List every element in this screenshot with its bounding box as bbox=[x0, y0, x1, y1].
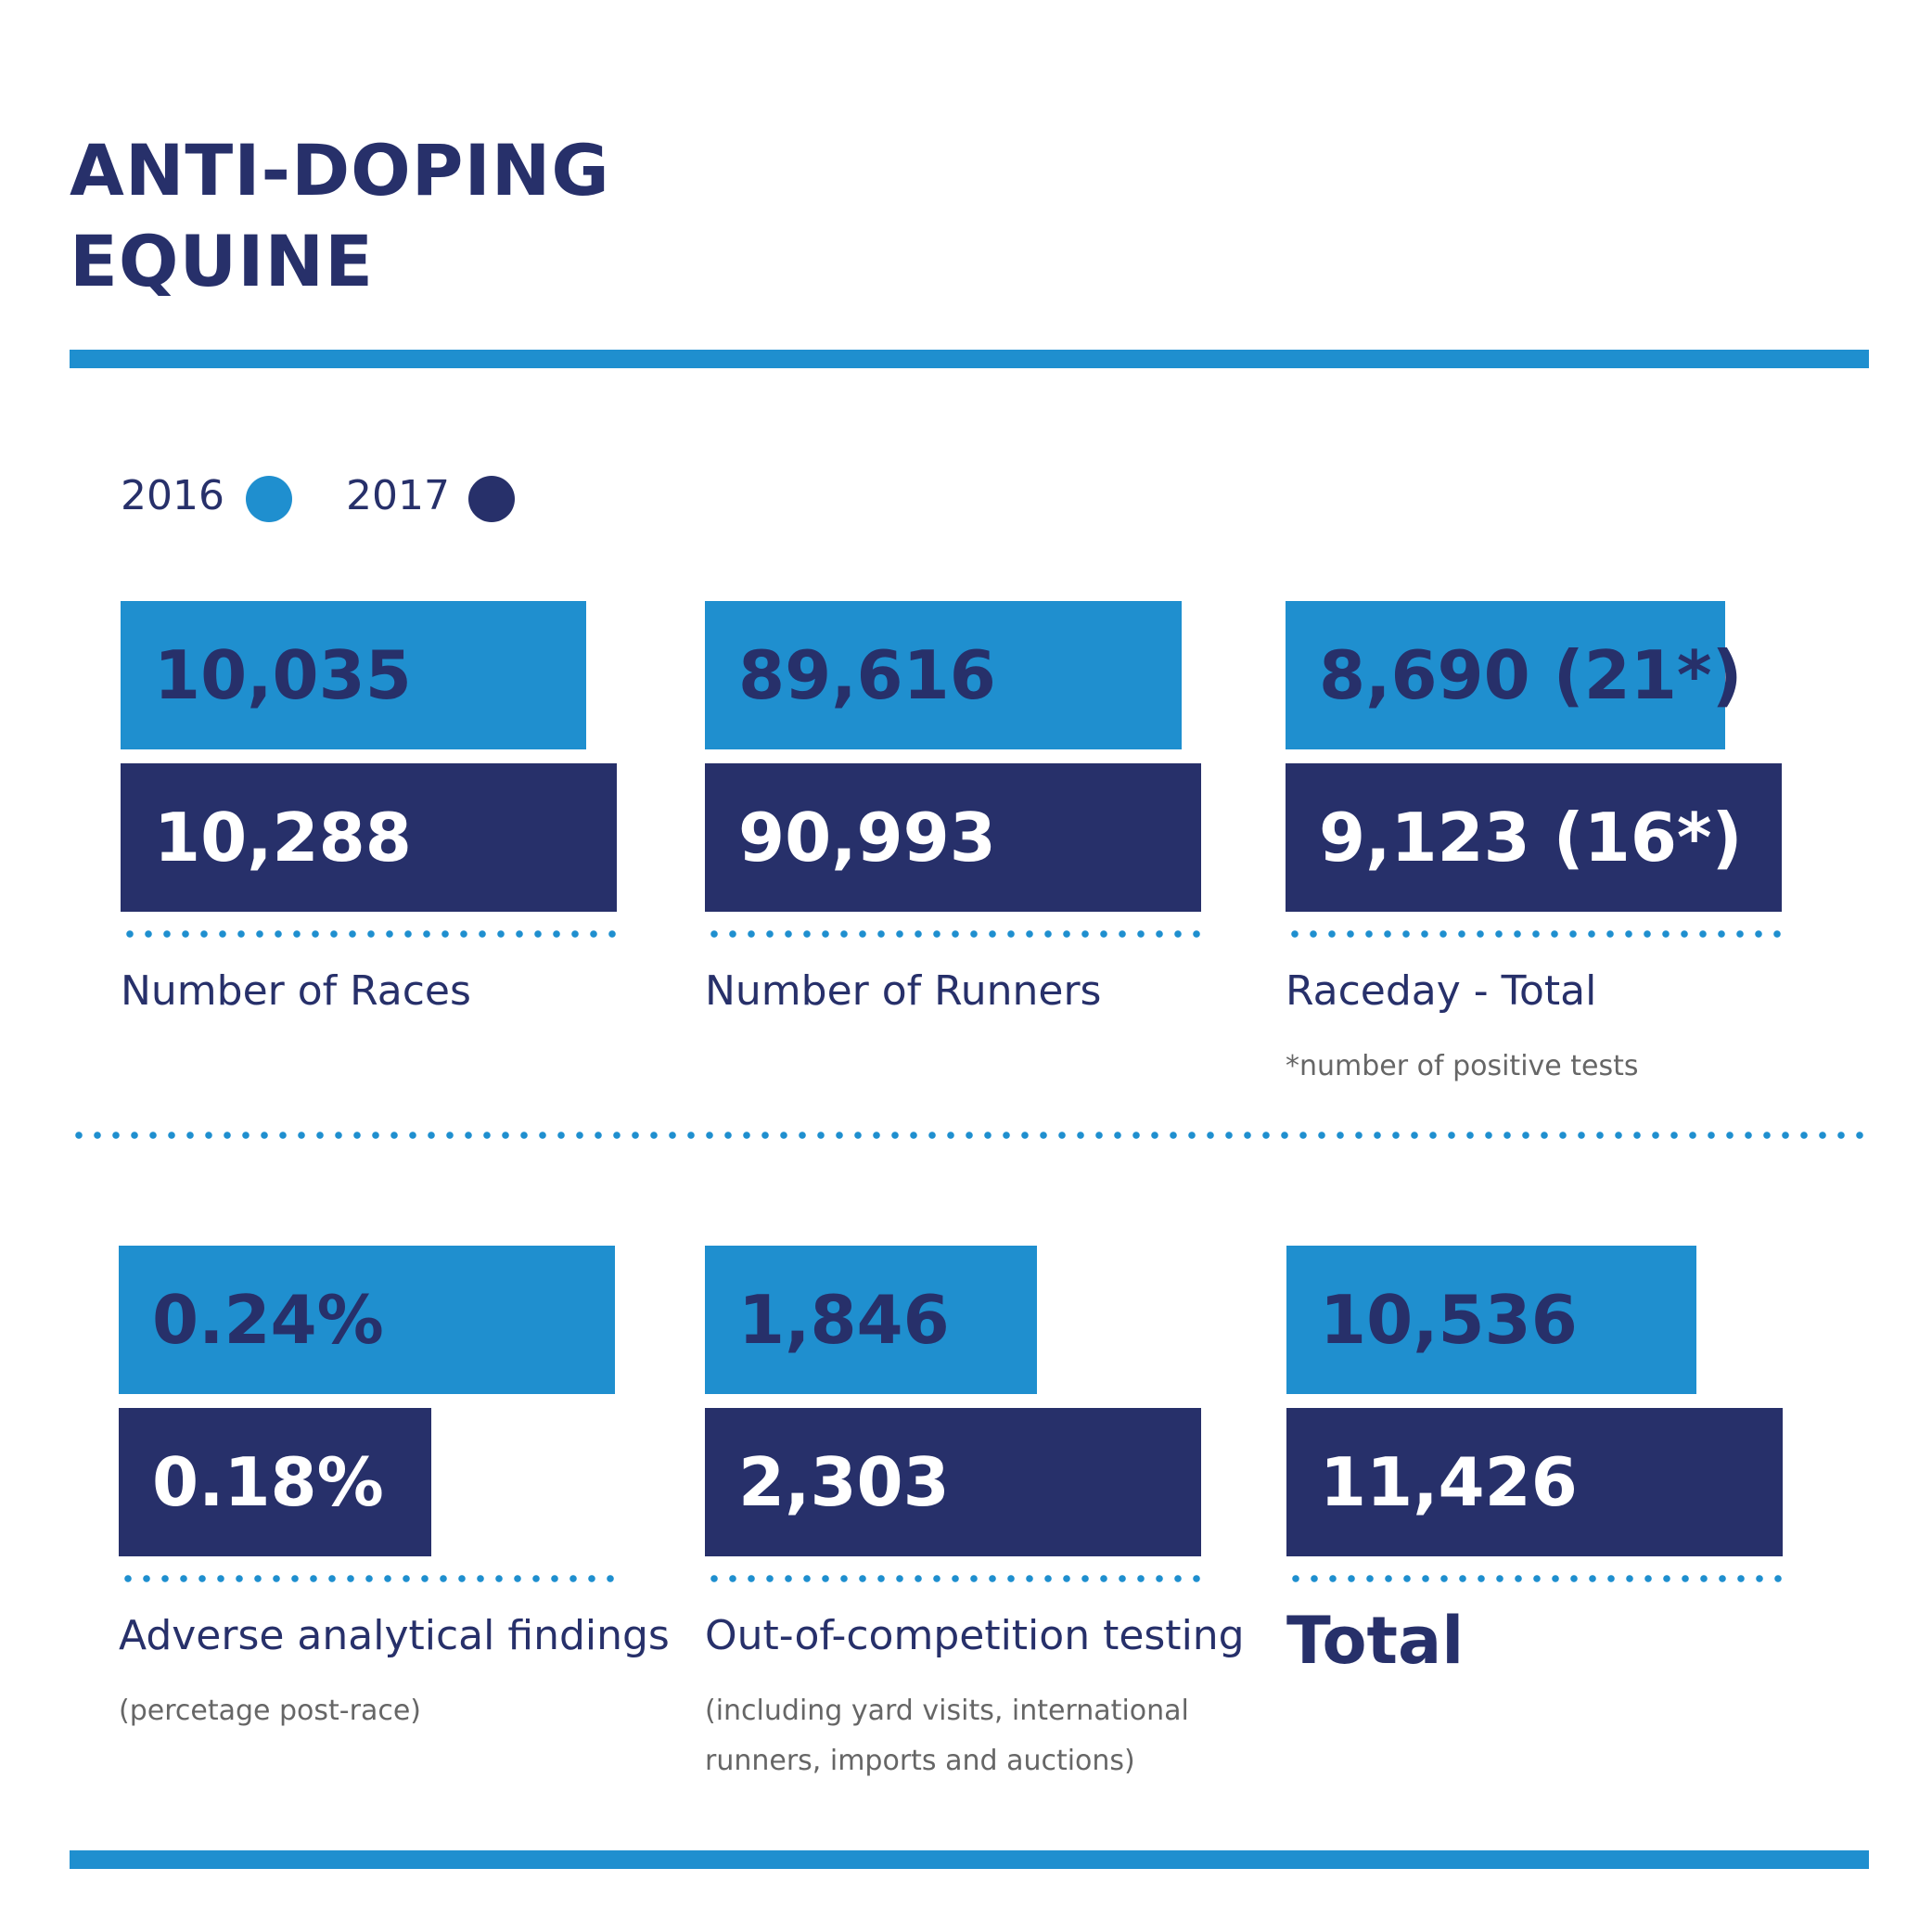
category-note: *number of positive tests bbox=[1286, 1050, 1639, 1082]
dotted-separator bbox=[121, 930, 617, 938]
dotted-separator bbox=[119, 1575, 620, 1582]
bottom-rule bbox=[70, 1850, 1869, 1869]
dotted-separator bbox=[1286, 1575, 1783, 1582]
top-rule bbox=[70, 350, 1869, 368]
title-line-2: EQUINE bbox=[70, 220, 375, 302]
bar-value-label: 2,303 bbox=[738, 1443, 950, 1521]
bar-2016: 89,616 bbox=[705, 601, 1182, 749]
category-label: Number of Runners bbox=[705, 967, 1102, 1015]
category-label: Total bbox=[1286, 1603, 1465, 1679]
category-label: Number of Races bbox=[121, 967, 471, 1015]
legend-dot-2016 bbox=[246, 476, 292, 522]
dotted-separator bbox=[705, 930, 1201, 938]
panel-4: 0.24% 0.18% Adverse analytical findings (pe… bbox=[119, 1246, 670, 1728]
panel-6: 10,536 11,426 Total bbox=[1286, 1246, 1806, 1728]
bar-2017: 90,993 bbox=[705, 763, 1201, 912]
panel-5: 1,846 2,303 Out-of-competition testing (inc… bbox=[705, 1246, 1245, 1777]
bar-value-label: 10,536 bbox=[1320, 1281, 1578, 1359]
bar-2017: 0.18% bbox=[119, 1408, 431, 1556]
category-label: Adverse analytical findings bbox=[119, 1612, 670, 1659]
legend-label-2016: 2016 bbox=[121, 472, 224, 519]
bar-value-label: 10,288 bbox=[154, 799, 412, 876]
category-label: Raceday - Total bbox=[1286, 967, 1597, 1015]
bar-value-label: 8,690 (21*) bbox=[1319, 636, 1743, 714]
bar-2017: 11,426 bbox=[1286, 1408, 1783, 1556]
panel-3: 8,690 (21*) 9,123 (16*) Raceday - Total *nu… bbox=[1286, 601, 1805, 1083]
bar-value-label: 11,426 bbox=[1320, 1443, 1578, 1521]
bar-value-label: 89,616 bbox=[738, 636, 996, 714]
bar-value-label: 0.18% bbox=[152, 1443, 384, 1521]
bar-2017: 10,288 bbox=[121, 763, 617, 912]
bar-value-label: 1,846 bbox=[738, 1281, 950, 1359]
bar-2016: 8,690 (21*) bbox=[1286, 601, 1742, 749]
page-title: ANTI-DOPING EQUINE bbox=[70, 125, 610, 307]
title-line-1: ANTI-DOPING bbox=[70, 129, 610, 211]
legend-dot-2017 bbox=[468, 476, 515, 522]
legend-label-2017: 2017 bbox=[346, 472, 450, 519]
panel-2: 89,616 90,993 Number of Runners bbox=[705, 601, 1224, 1083]
bar-2016: 1,846 bbox=[705, 1246, 1037, 1394]
bar-2016: 0.24% bbox=[119, 1246, 615, 1394]
bar-value-label: 0.24% bbox=[152, 1281, 384, 1359]
category-note: (percetage post-race) bbox=[119, 1695, 422, 1727]
dotted-separator bbox=[1286, 930, 1782, 938]
bar-2017: 9,123 (16*) bbox=[1286, 763, 1782, 912]
bar-value-label: 9,123 (16*) bbox=[1319, 799, 1743, 876]
bar-2016: 10,035 bbox=[121, 601, 586, 749]
category-label: Out-of-competition testing bbox=[705, 1612, 1245, 1659]
bar-value-label: 90,993 bbox=[738, 799, 996, 876]
dotted-separator bbox=[705, 1575, 1201, 1582]
bar-value-label: 10,035 bbox=[154, 636, 412, 714]
section-divider bbox=[70, 1132, 1874, 1139]
category-note: (including yard visits, international ru… bbox=[705, 1695, 1189, 1777]
bar-2016: 10,536 bbox=[1286, 1246, 1696, 1394]
bar-2017: 2,303 bbox=[705, 1408, 1201, 1556]
panel-1: 10,035 10,288 Number of Races bbox=[121, 601, 640, 1083]
